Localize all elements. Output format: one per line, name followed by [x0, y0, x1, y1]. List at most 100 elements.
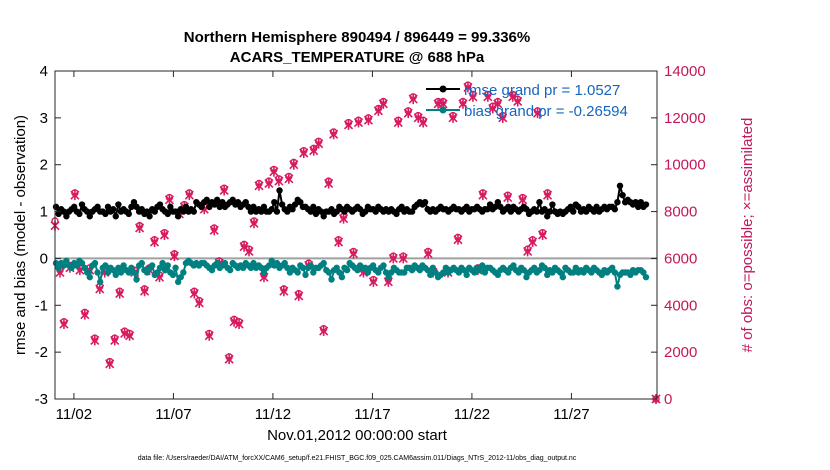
rmse-point — [133, 203, 140, 211]
rmse-point — [297, 199, 304, 206]
bias-point — [611, 269, 619, 276]
obs-assimilated-point — [299, 148, 309, 158]
y-axis-left-label: rmse and bias (model - observation) — [12, 115, 29, 355]
legend-rmse-label: rmse grand pr = 1.0527 — [464, 82, 620, 99]
bias-point — [362, 264, 369, 271]
obs-assimilated-point — [80, 309, 90, 320]
obs-assimilated-point — [393, 117, 403, 128]
obs-assimilated-point — [314, 138, 324, 149]
bias-point — [86, 273, 93, 281]
bias-point — [159, 259, 166, 267]
bias-point — [83, 269, 91, 276]
rmse-point — [635, 203, 642, 211]
bias-point — [432, 269, 439, 276]
rmse-point — [234, 199, 242, 206]
bias-point — [336, 269, 343, 276]
obs-assimilated-point — [418, 117, 428, 128]
bias-point — [559, 273, 567, 281]
obs-assimilated-point — [219, 185, 229, 196]
bias-point — [177, 273, 184, 281]
chart-title-line1: Northern Hemisphere 890494 / 896449 = 99… — [184, 29, 530, 46]
rmse-point — [372, 208, 379, 215]
bias-point — [109, 266, 117, 274]
obs-assimilated-point — [90, 335, 100, 346]
obs-assimilated-point — [513, 96, 523, 107]
y-right-tick-label: 6000 — [664, 250, 697, 267]
bias-point — [299, 264, 307, 271]
rmse-point — [284, 208, 291, 215]
bias-point — [627, 271, 634, 279]
bias-point — [63, 257, 70, 264]
rmse-point — [180, 208, 187, 215]
obs-assimilated-point — [338, 213, 349, 224]
rmse-point — [70, 203, 78, 211]
rmse-series — [52, 182, 650, 220]
legend-rmse-marker — [439, 85, 447, 93]
obs-assimilated-point — [498, 112, 508, 123]
obs-assimilated-point — [224, 354, 234, 365]
y-right-tick-label: 2000 — [664, 344, 697, 361]
x-tick-label: 11/17 — [354, 406, 390, 423]
rmse-point — [273, 208, 281, 215]
rmse-point — [307, 208, 314, 215]
rmse-point — [83, 208, 91, 215]
obs-assimilated-point — [110, 335, 120, 346]
bias-point — [523, 273, 530, 281]
axis-ticks: -3 -2 -1 0 1 2 3 4 0 2000 4000 6000 8000 10000 12000 14… — [35, 63, 706, 423]
bias-point — [476, 266, 483, 274]
bias-point — [169, 271, 177, 279]
bias-point — [572, 264, 580, 271]
bias-point — [460, 266, 468, 274]
obs-assimilated-point — [115, 288, 125, 299]
obs-assimilated-point — [159, 230, 170, 240]
bias-point — [68, 264, 75, 271]
y-left-tick-label: 2 — [40, 157, 48, 174]
obs-assimilated-point — [70, 190, 80, 201]
rmse-point — [216, 203, 223, 211]
rmse-point — [549, 201, 556, 208]
obs-assimilated-point — [343, 119, 354, 130]
bias-point — [128, 264, 135, 271]
obs-assimilated-point — [139, 286, 150, 297]
bias-point — [471, 269, 478, 276]
rmse-point — [583, 208, 590, 215]
bias-point — [120, 262, 127, 269]
bias-point — [81, 264, 88, 271]
bias-point — [104, 269, 112, 276]
rmse-point — [570, 208, 577, 215]
legend: rmse grand pr = 1.0527 bias grand pr = -… — [426, 82, 628, 120]
obs-assimilated-point — [234, 319, 244, 330]
obs-assimilated-point — [503, 192, 513, 203]
bias-point — [325, 269, 333, 276]
rmse-point — [278, 201, 286, 208]
y-left-tick-label: 3 — [40, 110, 48, 127]
bias-point — [557, 269, 564, 276]
rmse-point — [78, 201, 86, 208]
x-tick-label: 11/02 — [56, 406, 92, 423]
bias-point — [520, 266, 528, 274]
rmse-point — [408, 208, 416, 215]
bias-point — [338, 273, 346, 281]
bias-point — [354, 266, 361, 274]
rmse-point — [616, 182, 624, 189]
bias-point — [479, 262, 486, 269]
bias-point — [388, 269, 395, 276]
obs-assimilated-point — [319, 326, 329, 337]
bias-point — [286, 269, 294, 276]
bias-point — [273, 259, 281, 267]
rmse-point — [130, 199, 138, 206]
obs-assimilated-point — [264, 178, 274, 189]
rmse-point — [619, 191, 626, 199]
rmse-point — [242, 199, 249, 206]
bias-point — [55, 264, 62, 271]
rmse-point — [486, 201, 494, 208]
rmse-point — [60, 208, 67, 215]
rmse-point — [112, 213, 119, 220]
obs-assimilated-point — [274, 176, 284, 187]
rmse-point — [632, 199, 639, 206]
rmse-point — [328, 206, 335, 213]
obs-assimilated-point — [194, 297, 204, 308]
bias-point — [375, 269, 382, 276]
rmse-point — [55, 210, 62, 218]
bias-point — [164, 262, 171, 269]
